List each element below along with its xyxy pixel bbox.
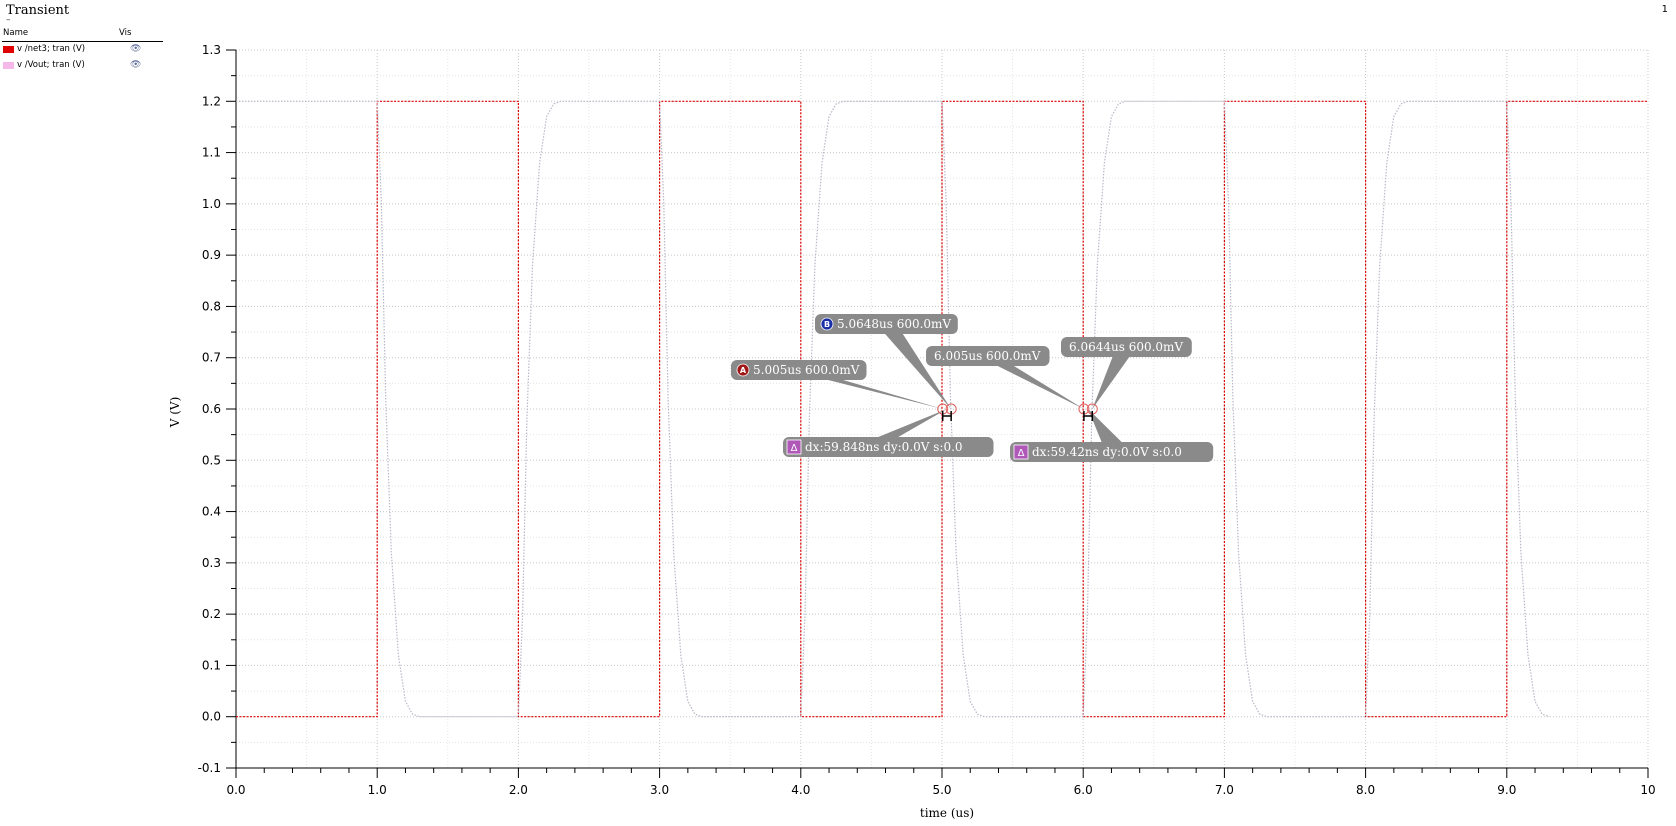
callout-pointer bbox=[977, 356, 1084, 409]
y-tick-label: 0.0 bbox=[202, 710, 221, 724]
title-underline: – bbox=[6, 15, 11, 25]
y-axis-title: V (V) bbox=[168, 397, 182, 429]
series-line bbox=[236, 100, 1648, 718]
callout-box bbox=[731, 360, 867, 380]
legend-item-label: v /net3; tran (V) bbox=[17, 44, 86, 54]
x-axis-title: time (us) bbox=[920, 806, 974, 820]
callout-pointer bbox=[876, 324, 952, 409]
marker-layer: B 5.0648us 600.0mV A 5.005us 600.0mV 6.005us… bbox=[731, 314, 1214, 462]
y-tick-label: 0.5 bbox=[202, 453, 221, 467]
callout-box bbox=[926, 346, 1050, 366]
x-tick-label: 9.0 bbox=[1497, 783, 1516, 797]
marker-label: 6.0644us 600.0mV bbox=[1069, 340, 1183, 354]
delta-symbol: Δ bbox=[791, 443, 798, 454]
x-tick-label: 7.0 bbox=[1215, 783, 1234, 797]
legend-header: Name Vis bbox=[2, 27, 163, 42]
y-tick-label: 0.9 bbox=[202, 248, 221, 262]
x-tick-label: 0.0 bbox=[226, 783, 245, 797]
marker-badge-icon bbox=[736, 363, 750, 377]
y-tick-label: 1.1 bbox=[202, 146, 221, 160]
delta-icon bbox=[1013, 444, 1029, 460]
y-tick-label: 0.3 bbox=[202, 556, 221, 570]
y-tick-label: -0.1 bbox=[198, 761, 221, 775]
series-line bbox=[236, 100, 1550, 718]
marker-C: 6.005us 600.0mV bbox=[926, 346, 1084, 409]
marker-D: 6.0644us 600.0mV bbox=[1061, 337, 1192, 409]
marker-badge-letter: B bbox=[824, 320, 830, 329]
legend-swatch bbox=[3, 46, 14, 53]
delta-pointer bbox=[878, 409, 947, 437]
legend-item-label: v /Vout; tran (V) bbox=[17, 60, 85, 70]
delta-icon bbox=[786, 439, 802, 455]
eye-icon[interactable]: 👁 bbox=[130, 44, 142, 54]
marker-badge-letter: A bbox=[740, 366, 747, 375]
marker-label: 5.005us 600.0mV bbox=[753, 363, 860, 377]
callout-box bbox=[815, 314, 958, 334]
callout-box bbox=[1061, 337, 1192, 357]
delta-label: dx:59.848ns dy:0.0V s:0.0 bbox=[805, 440, 963, 454]
y-tick-label: 0.8 bbox=[202, 299, 221, 313]
delta-label: dx:59.42ns dy:0.0V s:0.0 bbox=[1032, 445, 1182, 459]
legend-name-header: Name bbox=[3, 28, 29, 38]
legend-panel: Name Vis v /net3; tran (V) 👁 v /Vout; tr… bbox=[2, 27, 163, 74]
x-tick-label: 2.0 bbox=[509, 783, 528, 797]
legend-item-vout[interactable]: v /Vout; tran (V) 👁 bbox=[2, 58, 163, 74]
y-tick-label: 1.2 bbox=[202, 94, 221, 108]
legend-item-net3[interactable]: v /net3; tran (V) 👁 bbox=[2, 42, 163, 58]
eye-icon[interactable]: 👁 bbox=[130, 60, 142, 70]
y-tick-label: 0.6 bbox=[202, 402, 221, 416]
delta-box bbox=[783, 437, 994, 457]
marker-label: 6.005us 600.0mV bbox=[934, 349, 1041, 363]
marker-B: B 5.0648us 600.0mV bbox=[815, 314, 958, 409]
y-tick-label: 0.7 bbox=[202, 351, 221, 365]
marker-A: A 5.005us 600.0mV bbox=[731, 360, 943, 409]
delta-box bbox=[1010, 442, 1214, 462]
x-tick-label: 1.0 bbox=[368, 783, 387, 797]
axes: 0.0 1.0 2.0 3.0 4.0 5.0 6.0 7.0 8.0 9.0 10 -0.1 0.0 0… bbox=[198, 43, 1656, 797]
x-tick-label: 5.0 bbox=[932, 783, 951, 797]
x-tick-label: 4.0 bbox=[791, 783, 810, 797]
x-tick-label: 3.0 bbox=[650, 783, 669, 797]
legend-swatch bbox=[3, 62, 14, 69]
callout-pointer bbox=[1092, 347, 1137, 409]
y-tick-label: 0.2 bbox=[202, 607, 221, 621]
y-tick-label: 1.0 bbox=[202, 197, 221, 211]
y-tick-label: 1.3 bbox=[202, 43, 221, 57]
marker-label: 5.0648us 600.0mV bbox=[837, 317, 951, 331]
marker-badge-icon bbox=[820, 317, 834, 331]
y-tick-label: 0.1 bbox=[202, 658, 221, 672]
legend-vis-header: Vis bbox=[119, 28, 132, 38]
delta-symbol: Δ bbox=[1018, 448, 1025, 459]
delta-pointer bbox=[1088, 409, 1122, 442]
x-tick-label: 6.0 bbox=[1074, 783, 1093, 797]
y-tick-label: 0.4 bbox=[202, 505, 221, 519]
x-tick-label: 8.0 bbox=[1356, 783, 1375, 797]
series-layer bbox=[236, 100, 1648, 718]
x-tick-label: 10 bbox=[1640, 783, 1655, 797]
page-number: 1 bbox=[1661, 4, 1668, 15]
window-title: Transient bbox=[6, 3, 70, 18]
